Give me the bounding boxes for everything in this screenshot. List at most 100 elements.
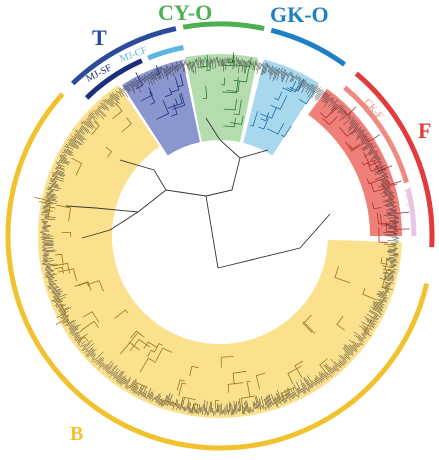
leaf-tip	[238, 401, 240, 412]
leaf-tip	[262, 62, 267, 75]
leaf-tip	[370, 306, 381, 312]
leaf-tip	[331, 104, 340, 115]
leaf-tip	[132, 81, 136, 87]
leaf-tip	[46, 195, 57, 198]
leaf-tip	[52, 175, 59, 179]
leaf-tip	[186, 399, 190, 411]
leaf-tip	[256, 62, 260, 74]
leaf-tip	[147, 392, 151, 398]
leaf-tip	[169, 65, 172, 72]
leaf-tip	[388, 248, 397, 250]
leaf-tip	[67, 142, 79, 150]
leaf-tip	[381, 286, 389, 290]
leaf-tip	[74, 329, 83, 336]
leaf-tip	[303, 382, 309, 392]
leaf-tip	[245, 61, 248, 73]
clade-branch	[177, 73, 184, 88]
leaf-tip	[99, 362, 104, 367]
leaf-tip	[373, 316, 379, 320]
leaf-tip	[373, 164, 383, 169]
clade-branch	[270, 95, 288, 110]
clade-branch	[164, 88, 173, 98]
leaf-tip	[96, 357, 102, 363]
leaf-tip	[384, 200, 393, 203]
leaf-tip	[159, 67, 165, 79]
leaf-tip	[42, 245, 54, 247]
leaf-tip	[60, 310, 67, 314]
leaf-tip	[363, 316, 375, 323]
leaf-tip	[120, 375, 127, 385]
leaf-tip	[324, 94, 331, 103]
clade-branch	[105, 146, 113, 158]
leaf-tip	[98, 362, 105, 370]
leaf-tip	[285, 397, 288, 402]
leaf-tip	[370, 324, 375, 327]
leaf-tip	[55, 170, 65, 175]
leaf-tip	[98, 359, 104, 366]
leaf-tip	[343, 353, 351, 360]
leaf-tip	[252, 402, 255, 409]
leaf-tip	[276, 398, 279, 404]
leaf-tip	[134, 81, 142, 93]
leaf-tip	[79, 344, 83, 348]
clade-branch	[362, 288, 377, 301]
leaf-tip	[153, 396, 156, 400]
leaf-tip	[251, 409, 253, 413]
arc-b	[5, 92, 430, 451]
leaf-tip	[109, 94, 114, 100]
leaf-tip	[382, 194, 393, 197]
leaf-tip	[50, 288, 62, 293]
leaf-tip	[276, 70, 281, 81]
leaf-tip	[171, 66, 175, 78]
leaf-tip	[197, 407, 199, 414]
leaf-tip	[297, 387, 302, 394]
leaf-tip	[194, 59, 196, 63]
leaf-tip	[372, 308, 382, 314]
leaf-tip	[51, 290, 60, 294]
leaf-tip	[49, 190, 54, 193]
leaf-tip	[353, 123, 360, 129]
leaf-tip	[46, 196, 55, 199]
leaf-tip	[376, 158, 381, 162]
leaf-tip	[85, 348, 94, 356]
leaf-tip	[44, 216, 56, 218]
leaf-tip	[42, 262, 47, 264]
leaf-tip	[70, 324, 81, 332]
leaf-tip	[51, 286, 59, 290]
clade-branch	[121, 117, 132, 133]
leaf-tip	[130, 380, 137, 392]
leaf-tip	[290, 388, 295, 398]
leaf-tip	[238, 60, 240, 74]
leaf-tip	[109, 371, 115, 378]
leaf-tip	[119, 87, 124, 93]
clade-branch	[143, 341, 158, 349]
leaf-tip	[332, 366, 337, 372]
clade-branch	[61, 232, 72, 238]
clade-branch	[274, 91, 283, 101]
clade-sector-b	[38, 85, 402, 418]
leaf-tip	[94, 351, 104, 361]
clade-branch	[246, 380, 251, 397]
leaf-tip	[268, 393, 273, 406]
leaf-tip	[230, 402, 232, 416]
leaf-tip	[114, 375, 118, 379]
leaf-tip	[338, 362, 343, 367]
clade-branch	[226, 52, 234, 64]
leaf-tip	[253, 60, 257, 71]
leaf-tip	[113, 371, 118, 377]
leaf-tip	[252, 61, 254, 66]
leaf-tip	[182, 406, 184, 411]
leaf-tip	[78, 130, 85, 135]
leaf-tip	[296, 388, 300, 394]
leaf-tip	[376, 299, 385, 303]
clade-branch	[338, 126, 357, 137]
leaf-tip	[147, 73, 153, 85]
clade-branch	[234, 57, 252, 68]
leaf-tip	[301, 79, 307, 88]
leaf-tip	[285, 72, 291, 83]
clade-branch	[376, 212, 391, 225]
leaf-tip	[276, 67, 281, 76]
leaf-tip	[298, 77, 301, 82]
clade-branch	[38, 201, 51, 220]
leaf-tip	[47, 280, 52, 282]
